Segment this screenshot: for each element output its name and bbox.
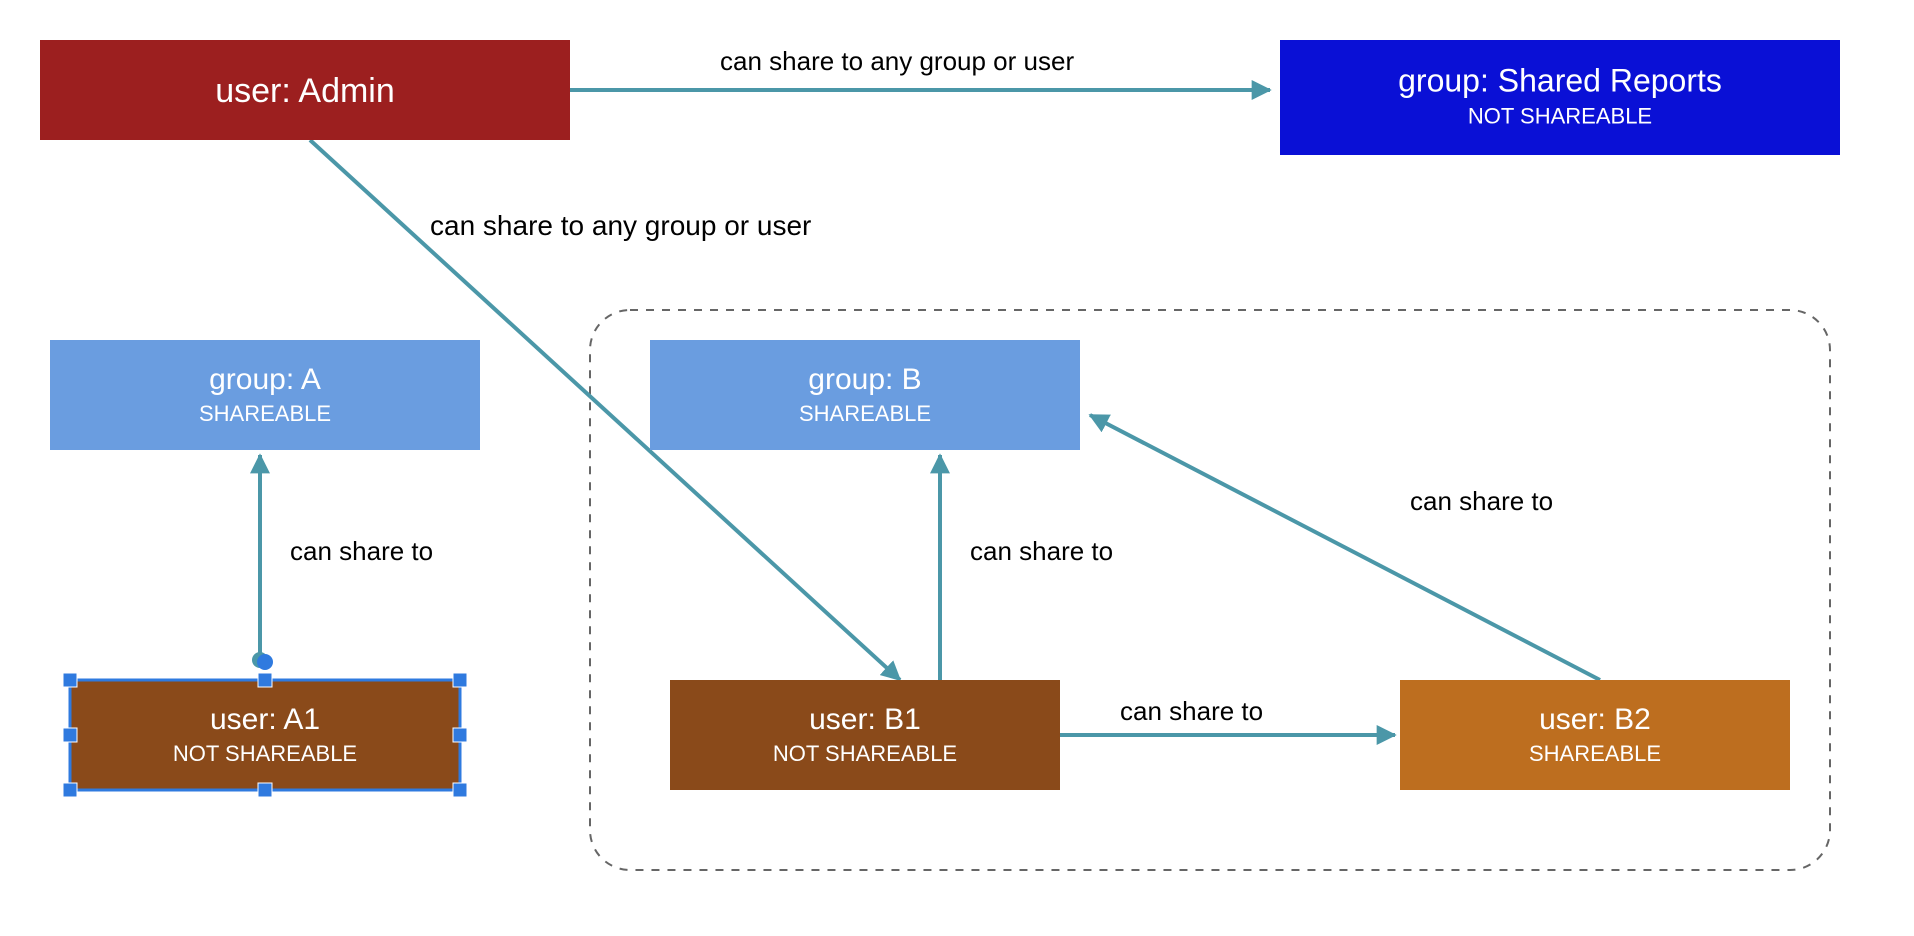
selection-handle[interactable] [63, 728, 77, 742]
edge-label-admin_to_b1: can share to any group or user [430, 210, 811, 241]
node-title: user: A1 [210, 703, 320, 736]
nodes-layer: user: Admin group: Shared Reports NOT SHAR… [40, 40, 1840, 797]
selection-handle[interactable] [453, 783, 467, 797]
node-title: user: Admin [215, 72, 395, 110]
selection-handle[interactable] [453, 728, 467, 742]
selection-handle[interactable] [258, 673, 272, 687]
node-shared_reports: group: Shared Reports NOT SHAREABLE [1280, 40, 1840, 155]
selection-connector-dot[interactable] [257, 654, 273, 670]
node-title: group: B [808, 363, 921, 396]
node-user_b2: user: B2 SHAREABLE [1400, 680, 1790, 790]
node-admin: user: Admin [40, 40, 570, 140]
edge-label-b1_to_group_b: can share to [970, 536, 1113, 566]
node-title: user: B2 [1539, 703, 1651, 736]
node-group_a: group: A SHAREABLE [50, 340, 480, 450]
selection-handle[interactable] [453, 673, 467, 687]
selection-handle[interactable] [258, 783, 272, 797]
node-subtitle: SHAREABLE [799, 401, 931, 426]
node-group_b: group: B SHAREABLE [650, 340, 1080, 450]
node-title: user: B1 [809, 703, 921, 736]
sharing-diagram: user: Admin group: Shared Reports NOT SHAR… [0, 0, 1914, 936]
node-title: group: Shared Reports [1398, 63, 1722, 99]
node-subtitle: SHAREABLE [1529, 741, 1661, 766]
node-subtitle: NOT SHAREABLE [773, 741, 957, 766]
selection-handle[interactable] [63, 783, 77, 797]
edge-label-a1_to_group_a: can share to [290, 536, 433, 566]
node-title: group: A [209, 363, 321, 396]
node-subtitle: SHAREABLE [199, 401, 331, 426]
edge-label-b1_to_b2: can share to [1120, 696, 1263, 726]
selection-handle[interactable] [63, 673, 77, 687]
edge-label-admin_to_shared: can share to any group or user [720, 46, 1074, 76]
edge-b2_to_group_b [1090, 415, 1600, 680]
edge-label-b2_to_group_b: can share to [1410, 486, 1553, 516]
node-user_a1: user: A1 NOT SHAREABLE [63, 654, 467, 797]
node-subtitle: NOT SHAREABLE [173, 741, 357, 766]
node-subtitle: NOT SHAREABLE [1468, 104, 1652, 129]
node-user_b1: user: B1 NOT SHAREABLE [670, 680, 1060, 790]
